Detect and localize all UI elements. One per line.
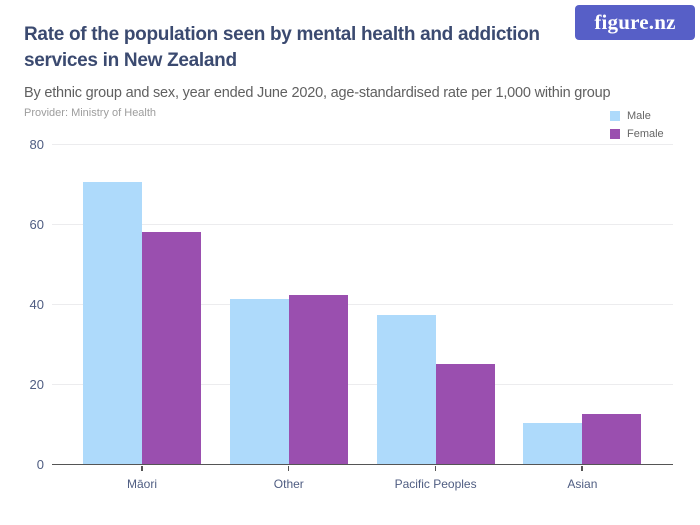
female-color-swatch xyxy=(610,128,620,139)
legend-item-male: Male xyxy=(610,109,664,122)
bar-female-māori xyxy=(142,232,201,464)
x-axis-label-pacific-peoples: Pacific Peoples xyxy=(394,477,477,491)
bar-female-other xyxy=(288,295,348,464)
gridline-60 xyxy=(52,224,673,225)
bar-female-pacific-peoples xyxy=(435,363,495,464)
y-axis-label-0: 0 xyxy=(36,457,44,472)
chart-title-line-1: Rate of the population seen by mental he… xyxy=(24,24,540,45)
x-axis-tick-other xyxy=(287,466,290,471)
x-axis-label-other: Other xyxy=(273,477,304,491)
bar-male-pacific-peoples xyxy=(376,314,436,464)
figure-nz-logo[interactable]: figure.nz xyxy=(575,5,695,40)
bar-female-asian xyxy=(582,414,642,464)
male-color-swatch xyxy=(610,110,620,121)
chart-legend: Male Female xyxy=(610,109,664,140)
y-axis-label-60: 60 xyxy=(29,217,44,232)
legend-item-female: Female xyxy=(610,127,664,140)
legend-label-female: Female xyxy=(627,127,664,140)
chart-title-line-2: services in New Zealand xyxy=(24,50,237,71)
gridline-40 xyxy=(52,304,673,305)
x-axis-tick-māori xyxy=(141,466,143,471)
chart-subtitle: By ethnic group and sex, year ended June… xyxy=(24,85,611,101)
bar-male-other xyxy=(229,299,289,464)
y-axis-label-80: 80 xyxy=(29,137,44,152)
y-axis-label-20: 20 xyxy=(29,377,44,392)
plot-area xyxy=(52,144,673,465)
gridline-80 xyxy=(52,144,673,145)
x-axis-label-māori: Māori xyxy=(126,477,157,491)
chart-title: Rate of the population seen by mental he… xyxy=(24,22,569,74)
x-axis-tick-pacific-peoples xyxy=(434,466,437,471)
bar-male-asian xyxy=(523,423,583,464)
y-axis-label-40: 40 xyxy=(29,297,44,312)
x-axis-tick-asian xyxy=(581,466,583,471)
legend-label-male: Male xyxy=(627,109,651,122)
bar-male-māori xyxy=(83,182,142,464)
figure-nz-logo-text: figure.nz xyxy=(594,10,676,34)
gridline-20 xyxy=(52,384,673,385)
x-axis-label-asian: Asian xyxy=(567,477,598,491)
provider-credit: Provider: Ministry of Health xyxy=(24,107,157,119)
